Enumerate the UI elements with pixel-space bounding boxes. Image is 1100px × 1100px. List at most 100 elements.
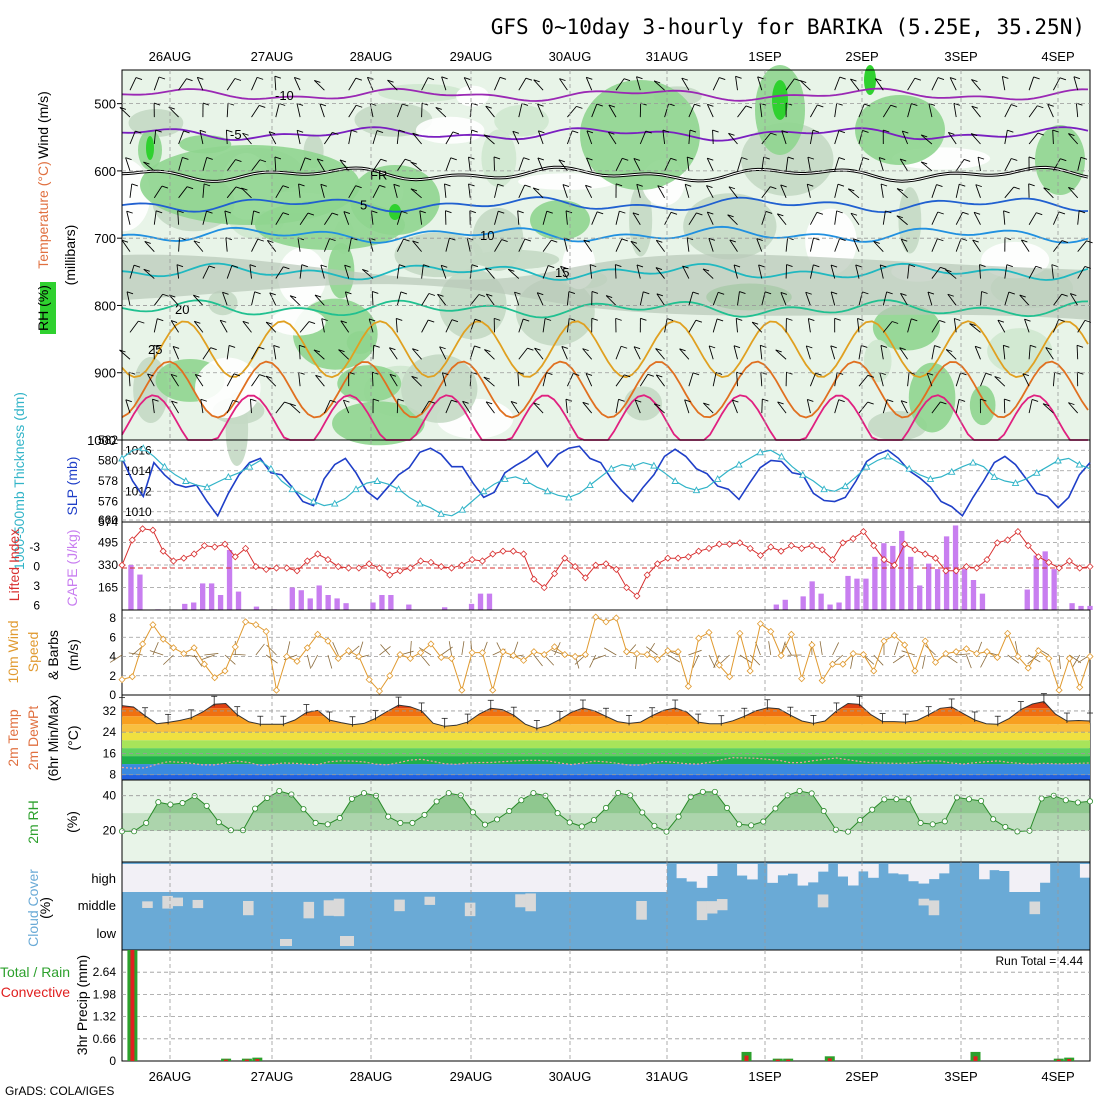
cape-bar xyxy=(917,585,923,610)
wind-barb xyxy=(980,398,987,402)
high-cloud-cell xyxy=(747,864,758,880)
wind-barb xyxy=(485,105,495,118)
wind-barb xyxy=(596,103,603,107)
wind-barb xyxy=(756,238,763,242)
wind-speed-point xyxy=(303,644,311,652)
wind-barb xyxy=(682,265,689,269)
wind-barb xyxy=(688,372,694,387)
rh-contour-patch xyxy=(683,193,777,260)
wind-barb xyxy=(1004,186,1015,199)
wind-barb xyxy=(900,293,908,306)
wind-barb xyxy=(172,346,180,360)
lifted-index-point xyxy=(653,560,662,568)
wind-barb xyxy=(396,317,403,321)
wind-barb xyxy=(736,371,743,375)
wind-speed-point xyxy=(149,621,157,629)
rh-contour-patch xyxy=(122,254,1090,320)
temp-band xyxy=(122,724,1090,733)
wind-barb xyxy=(200,398,207,402)
precip-total-legend: Total / Rain xyxy=(0,964,70,980)
wind-barb xyxy=(562,184,570,187)
wind-barb xyxy=(752,321,759,325)
wind-barb xyxy=(389,347,396,351)
lifted-index-point xyxy=(386,571,394,579)
lifted-index-point xyxy=(293,567,301,575)
wind-barb xyxy=(343,211,350,225)
top-date-label: 3SEP xyxy=(944,49,977,64)
lifted-index-point xyxy=(1045,558,1053,566)
wind-barb xyxy=(372,130,378,145)
wind-barb xyxy=(857,318,860,333)
wind-barb xyxy=(830,345,837,349)
cape-bar xyxy=(334,598,340,610)
high-cloud-cell xyxy=(848,864,859,886)
wind-barb xyxy=(582,348,589,352)
wind-barb xyxy=(780,184,787,198)
wind-barb xyxy=(707,103,714,107)
wind-barb xyxy=(412,132,419,136)
wind-barb xyxy=(562,184,568,198)
surface-wind-barb xyxy=(231,653,246,656)
wind-speed-point xyxy=(726,673,734,681)
isotherm-line xyxy=(121,87,1089,102)
surface-wind-barb xyxy=(109,654,123,663)
high-cloud-cell xyxy=(182,864,194,892)
wind-barb xyxy=(1004,130,1008,145)
lifted-index-point xyxy=(952,567,960,575)
wind-barb xyxy=(780,292,787,306)
wind-barb xyxy=(1078,210,1086,214)
wind-barb xyxy=(439,346,446,350)
wind-barb xyxy=(533,79,544,91)
high-cloud-cell xyxy=(122,864,133,892)
high-cloud-cell xyxy=(686,864,698,882)
wind-barb xyxy=(560,265,567,269)
wind-barb xyxy=(684,399,690,414)
rh2m-point xyxy=(445,790,452,797)
wind-barb xyxy=(537,292,544,296)
wind-barb xyxy=(542,211,548,225)
wind-barb xyxy=(172,345,180,349)
rh-contour-patch xyxy=(530,200,590,240)
surface-wind-barb xyxy=(149,650,164,656)
wind-speed-point xyxy=(530,648,538,656)
wind-barb xyxy=(879,372,884,387)
wind-barb xyxy=(265,321,273,325)
wind-speed-point xyxy=(375,687,384,695)
wind-barb xyxy=(1024,318,1030,333)
wind-barb xyxy=(275,185,284,199)
rh2m-low-band xyxy=(122,830,1090,862)
wind-barb xyxy=(955,399,960,414)
wind-barb xyxy=(307,212,315,216)
wind-barb xyxy=(494,184,499,198)
wind-barb xyxy=(907,318,912,333)
wind-barb xyxy=(813,264,820,268)
precip-convective-bar xyxy=(827,1058,832,1061)
wind-barb xyxy=(911,103,918,107)
wind-barb xyxy=(1004,291,1010,306)
temp-band xyxy=(122,716,1090,725)
thickness-point xyxy=(203,483,211,491)
high-cloud-cell xyxy=(263,864,274,892)
wind-barb xyxy=(464,77,471,80)
thickness-point xyxy=(267,464,275,472)
wind-barb xyxy=(135,77,143,80)
lifted-index-point xyxy=(200,542,208,550)
wind-barb xyxy=(908,371,916,375)
rh2m-point xyxy=(578,823,585,830)
wind-barb xyxy=(296,130,301,145)
wind-barb xyxy=(896,215,903,219)
wind-barb xyxy=(518,157,524,172)
cloud-layer-label: low xyxy=(96,926,116,941)
wind-barb xyxy=(343,399,350,403)
mid-cloud-cell xyxy=(172,897,183,907)
wind-barb xyxy=(1028,132,1039,145)
wind-barb xyxy=(560,266,568,279)
wind-barb xyxy=(945,349,957,360)
chart-title: GFS 0~10day 3-hourly for BARIKA (5.25E, … xyxy=(491,15,1085,39)
high-cloud-cell xyxy=(142,864,153,892)
wind-axis-label-1: 10m Wind xyxy=(5,620,21,683)
wind-barb xyxy=(518,238,526,252)
high-cloud-cell xyxy=(1009,864,1020,892)
thickness-tick-label: 574 xyxy=(98,515,118,529)
mid-cloud-cell xyxy=(918,898,930,906)
